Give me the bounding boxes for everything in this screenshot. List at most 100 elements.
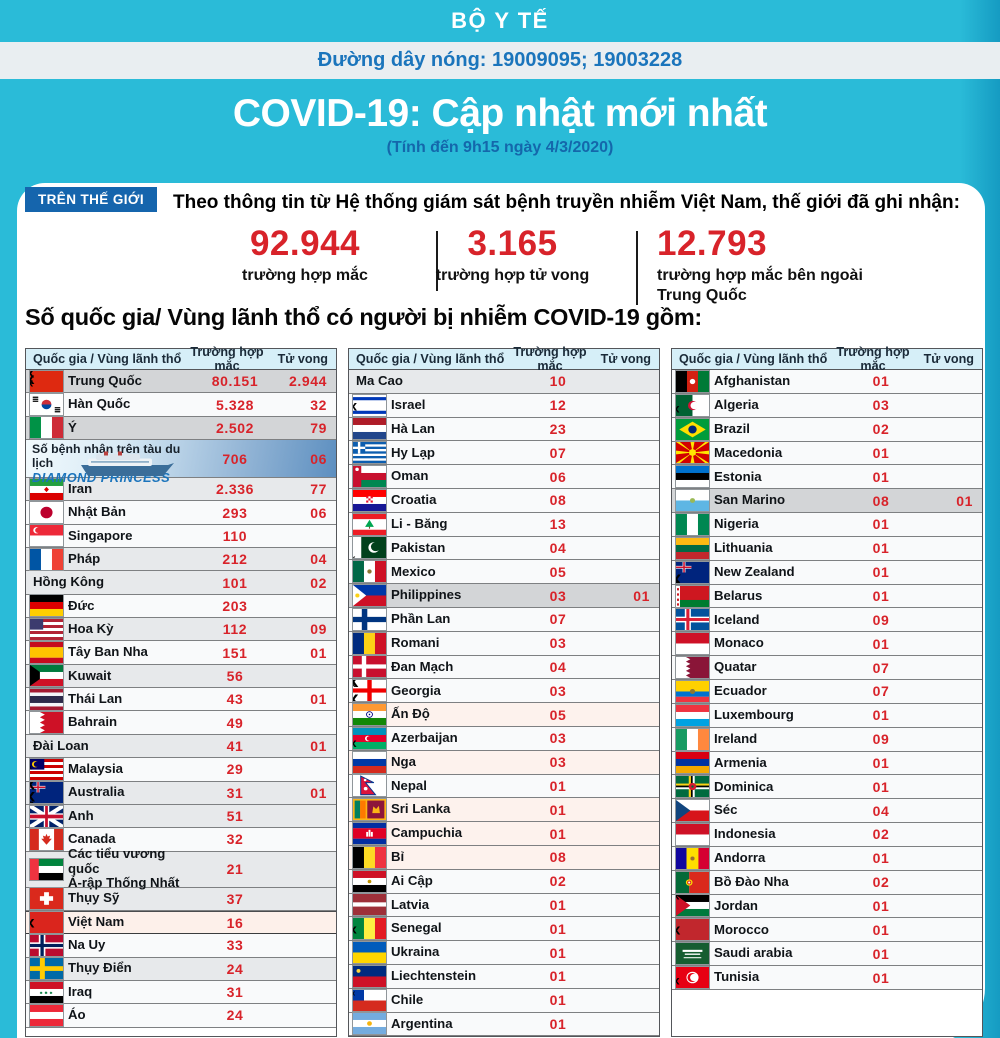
cases-value: 01 [549, 777, 567, 794]
flag-macedonia-icon [672, 442, 712, 464]
cases-value: 07 [549, 611, 567, 628]
table-row: Dominica 01 [672, 775, 982, 800]
cases-value: 08 [549, 849, 567, 866]
flag-uae-icon [26, 858, 66, 880]
table-row: Đài Loan 41 01 [26, 734, 336, 759]
country-name: Macedonia [714, 444, 783, 460]
flag-portugal-icon [672, 871, 712, 893]
column-header-country: Quốc gia / Vùng lãnh thổ [33, 352, 182, 366]
cases-value: 16 [226, 914, 244, 931]
svg-text:x: x [30, 371, 35, 388]
section-title: Số quốc gia/ Vùng lãnh thổ có người bị n… [25, 304, 702, 330]
country-name: Nhật Bản [68, 504, 126, 520]
flag-iceland-icon [672, 609, 712, 631]
country-name: Morocco [714, 921, 769, 937]
cases-value: 24 [226, 960, 244, 977]
svg-text:x: x [353, 554, 356, 559]
table-row: Phần Lan 07 [349, 607, 659, 632]
stat-deaths: 3.165 trường hợp tử vong [425, 226, 600, 286]
cases-value: 01 [872, 588, 890, 605]
svg-text:x: x [30, 800, 32, 803]
flag-uk-icon [26, 805, 66, 827]
table-header: Quốc gia / Vùng lãnh thổ Trường hợp mắc Tử… [26, 345, 336, 373]
country-name: Iceland [714, 611, 760, 627]
table-row: Hy Lạp 07 [349, 441, 659, 466]
flag-iraq-icon [26, 981, 66, 1003]
country-name: Dominica [714, 778, 774, 794]
table-row: Oman 06 [349, 465, 659, 489]
country-name: Monaco [714, 635, 764, 651]
cases-value: 706 [222, 450, 248, 467]
country-name: Hồng Kông [33, 574, 105, 590]
svg-text:x: x [30, 371, 35, 381]
cases-value: 29 [226, 761, 244, 778]
flag-germany-icon [26, 595, 66, 617]
table-row: Đan Mạch 04 [349, 655, 659, 680]
stat-divider [436, 231, 438, 291]
table-row: Argentina 01 [349, 1012, 659, 1037]
flag-estonia-icon [672, 466, 712, 488]
table-row: Iceland 09 [672, 608, 982, 633]
table-row: Ireland 09 [672, 727, 982, 752]
flag-thailand-icon [26, 688, 66, 710]
cases-value: 04 [872, 802, 890, 819]
cases-value: 01 [872, 540, 890, 557]
country-name: Singapore [68, 527, 133, 543]
country-name: Australia [68, 784, 125, 800]
cases-value: 12 [549, 397, 567, 414]
country-name: San Marino [714, 492, 786, 508]
table-header: Quốc gia / Vùng lãnh thổ Trường hợp mắc Tử… [349, 345, 659, 373]
cases-value: 01 [872, 921, 890, 938]
hotline-bar: Đường dây nóng: 19009095; 19003228 [0, 42, 1000, 79]
country-name: Iraq [68, 983, 93, 999]
country-name: Israel [391, 396, 426, 412]
country-name: Nga [391, 753, 416, 769]
table-row: Mexico 05 [349, 560, 659, 585]
cases-value: 13 [549, 516, 567, 533]
deaths-value: 77 [310, 481, 327, 498]
flag-belgium-icon [349, 846, 389, 868]
table-row: Ấn Độ 05 [349, 703, 659, 727]
cases-value: 5.328 [215, 396, 255, 413]
table-row: x Pakistan 04 [349, 536, 659, 561]
table-row: x Israel 12 [349, 393, 659, 418]
svg-text:x: x [676, 895, 680, 903]
country-name: Phần Lan [391, 611, 451, 627]
table-row: Kuwait 56 [26, 664, 336, 689]
flag-chile-icon: x [349, 989, 389, 1011]
stat-outside-china-value: 12.793 [657, 224, 768, 263]
country-name: Ireland [714, 730, 758, 746]
table-row: Belarus 01 [672, 584, 982, 609]
flag-algeria-icon: x [672, 394, 712, 416]
table-row: xxxxGeorgia03 [349, 679, 659, 704]
table-row: Ukraina 01 [349, 941, 659, 965]
deaths-value: 09 [310, 621, 327, 638]
country-name: Indonesia [714, 826, 776, 842]
stat-cases-label: trường hợp mắc [242, 267, 368, 284]
cases-value: 08 [872, 492, 890, 509]
table-row: Brazil 02 [672, 417, 982, 442]
country-name: Bồ Đào Nha [714, 873, 789, 889]
flag-armenia-icon [672, 752, 712, 774]
country-name: Nepal [391, 777, 427, 793]
cases-value: 02 [872, 826, 890, 843]
flag-ecuador-icon [672, 680, 712, 702]
country-name: Đài Loan [33, 737, 89, 753]
flag-italy-icon [26, 417, 66, 439]
svg-text:x: x [353, 680, 359, 692]
country-name: Li - Băng [391, 515, 448, 531]
table-row: x Tunisia 01 [672, 966, 982, 990]
stat-deaths-label: trường hợp tử vong [435, 267, 590, 284]
flag-belarus-icon [672, 585, 712, 607]
table-row: San Marino 08 01 [672, 489, 982, 514]
cases-value: 01 [872, 444, 890, 461]
cases-value: 01 [549, 944, 567, 961]
cases-value: 01 [872, 468, 890, 485]
cases-value: 151 [222, 644, 248, 661]
country-name: Afghanistan [714, 373, 791, 389]
svg-text:x: x [30, 782, 36, 793]
flag-argentina-icon [349, 1013, 389, 1035]
flag-nepal-icon [349, 775, 389, 797]
column-header-country: Quốc gia / Vùng lãnh thổ [679, 352, 828, 366]
cases-value: 03 [549, 635, 567, 652]
